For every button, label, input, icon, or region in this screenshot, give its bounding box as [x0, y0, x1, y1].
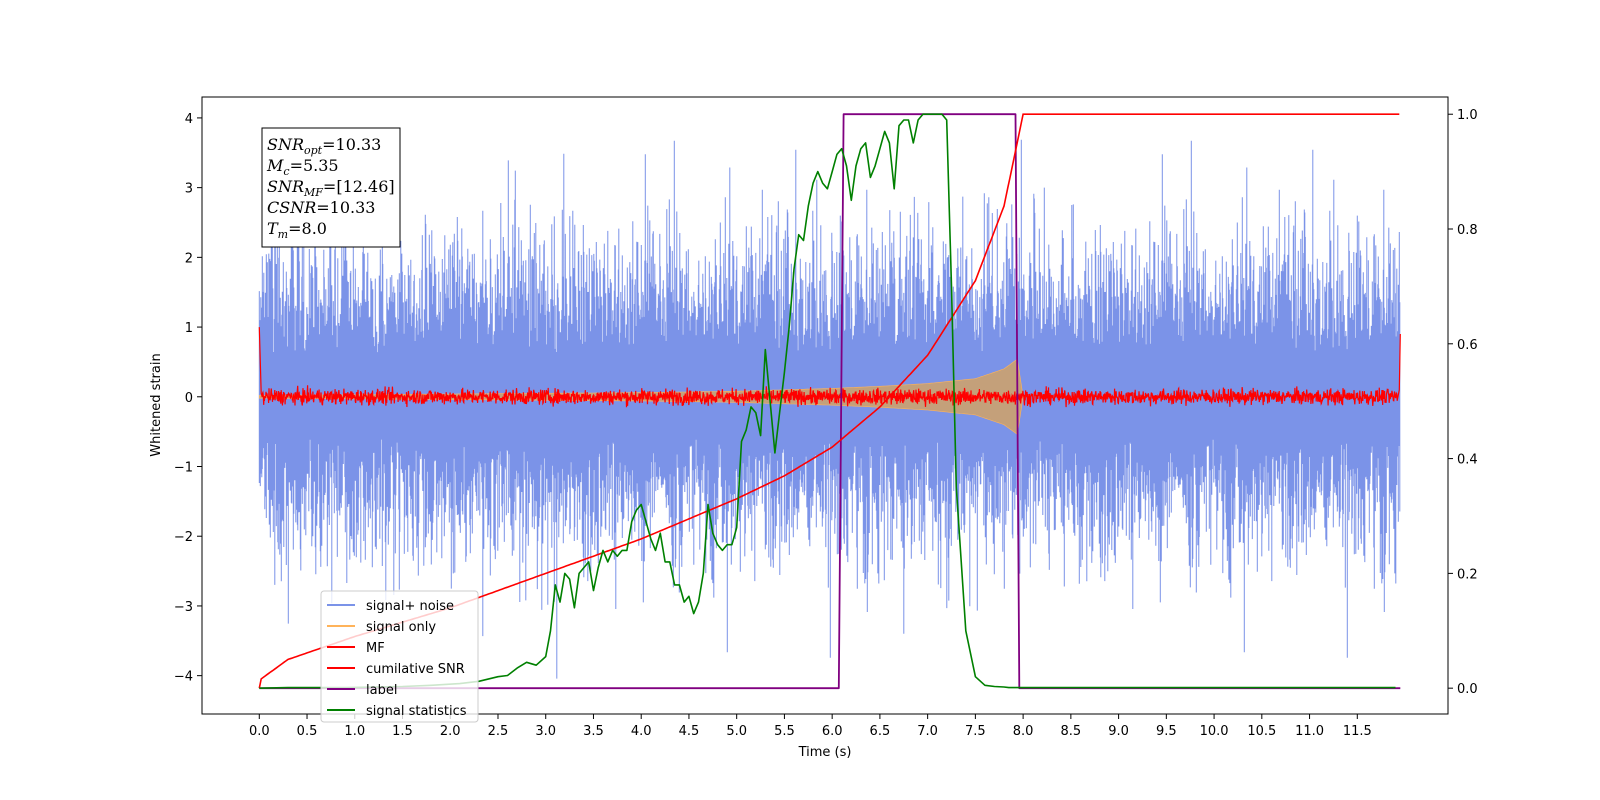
x-tick-label: 9.0	[1108, 724, 1129, 739]
x-tick-label: 0.0	[249, 724, 270, 739]
x-tick-label: 9.5	[1156, 724, 1177, 739]
x-tick-label: 6.0	[822, 724, 843, 739]
legend: signal+ noise signal only MF cumilative SNR…	[320, 590, 479, 723]
x-tick-label: 5.5	[774, 724, 795, 739]
x-tick-label: 1.0	[344, 724, 365, 739]
y-axis-left: 4 3 2 1 0 −1 −2 −3 −4	[174, 112, 202, 685]
x-tick-label: 3.5	[583, 724, 604, 739]
annotation-line: CSNR=10.33	[267, 198, 375, 217]
x-tick-label: 11.5	[1343, 724, 1372, 739]
annotation-line: SNRopt=10.33	[267, 135, 381, 157]
x-tick-label: 0.5	[297, 724, 318, 739]
axes-frame	[201, 96, 1449, 715]
x-tick-label: 7.0	[917, 724, 938, 739]
annotation-line: SNRMF=[12.46]	[267, 177, 395, 199]
x-tick-label: 8.5	[1061, 724, 1082, 739]
legend-label: MF	[366, 641, 385, 656]
series-mf	[258, 327, 1401, 408]
series-signal-statistics	[259, 113, 1396, 689]
y-right-tick-label: 0.8	[1457, 223, 1478, 238]
y-tick-label: −4	[174, 670, 193, 685]
y-right-tick-label: 0.2	[1457, 567, 1478, 582]
x-tick-label: 10.0	[1200, 724, 1229, 739]
x-tick-label: 4.5	[679, 724, 700, 739]
annotation-box: SNRopt=10.33Mc=5.35SNRMF=[12.46]CSNR=10.…	[261, 127, 401, 248]
x-tick-label: 1.5	[392, 724, 413, 739]
x-tick-label: 8.0	[1013, 724, 1034, 739]
y-tick-label: 4	[185, 112, 193, 127]
x-tick-label: 2.0	[440, 724, 461, 739]
y-tick-label: −1	[174, 461, 193, 476]
y-axis-label: Whitened strain	[149, 353, 164, 456]
x-tick-label: 3.0	[535, 724, 556, 739]
y-tick-label: −2	[174, 530, 193, 545]
legend-label: cumilative SNR	[366, 662, 465, 677]
x-tick-label: 7.5	[965, 724, 986, 739]
y-right-tick-label: 0.4	[1457, 453, 1478, 468]
legend-label: signal statistics	[366, 704, 467, 719]
x-tick-label: 4.0	[631, 724, 652, 739]
y-tick-label: 0	[185, 391, 193, 406]
legend-label: label	[366, 683, 397, 698]
y-right-tick-label: 0.6	[1457, 338, 1478, 353]
y-right-tick-label: 0.0	[1457, 682, 1478, 697]
x-tick-label: 11.0	[1295, 724, 1324, 739]
x-tick-label: 10.5	[1247, 724, 1276, 739]
x-tick-label: 2.5	[488, 724, 509, 739]
x-axis: 0.0 0.5 1.0 1.5 2.0 2.5 3.0 3.5 4.0 4.5 5.0 5.5 6.0 6…	[249, 714, 1372, 739]
annotation-line: Mc=5.35	[266, 156, 339, 178]
y-tick-label: −3	[174, 600, 193, 615]
y-right-tick-label: 1.0	[1457, 108, 1478, 123]
series-signal-noise	[258, 139, 1401, 679]
x-axis-label: Time (s)	[798, 745, 852, 760]
annotation-line: Tm=8.0	[267, 219, 327, 241]
legend-label: signal only	[366, 620, 436, 635]
x-tick-label: 5.0	[726, 724, 747, 739]
x-tick-label: 6.5	[870, 724, 891, 739]
y-tick-label: 3	[185, 182, 193, 197]
y-tick-label: 1	[185, 321, 193, 336]
y-tick-label: 2	[185, 251, 193, 266]
legend-label: signal+ noise	[366, 599, 454, 614]
y-axis-right: 1.0 0.8 0.6 0.4 0.2 0.0	[1448, 108, 1478, 697]
